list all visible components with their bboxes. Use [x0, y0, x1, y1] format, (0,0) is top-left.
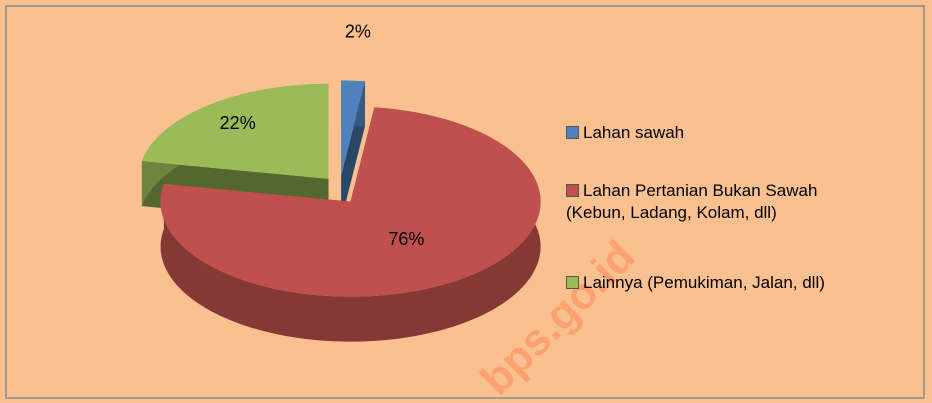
slice — [341, 80, 365, 176]
data-label: 2% — [345, 22, 371, 42]
data-label: 76% — [388, 229, 424, 249]
legend-item: Lahan Pertanian Bukan Sawah (Kebun, Lada… — [566, 180, 866, 224]
legend-swatch — [566, 184, 579, 197]
legend-swatch — [566, 276, 579, 289]
slice — [141, 83, 329, 179]
chart-border — [5, 5, 925, 399]
slice — [160, 107, 541, 297]
legend-item: Lainnya (Pemukiman, Jalan, dll) — [566, 272, 916, 294]
data-label: 22% — [220, 113, 256, 133]
legend-swatch — [566, 126, 579, 139]
legend-item: Lahan sawah — [566, 122, 916, 144]
legend-label: Lahan sawah — [583, 123, 685, 142]
legend-label: Lainnya (Pemukiman, Jalan, dll) — [583, 273, 825, 292]
legend-label: Lahan Pertanian Bukan Sawah (Kebun, Lada… — [566, 181, 818, 222]
